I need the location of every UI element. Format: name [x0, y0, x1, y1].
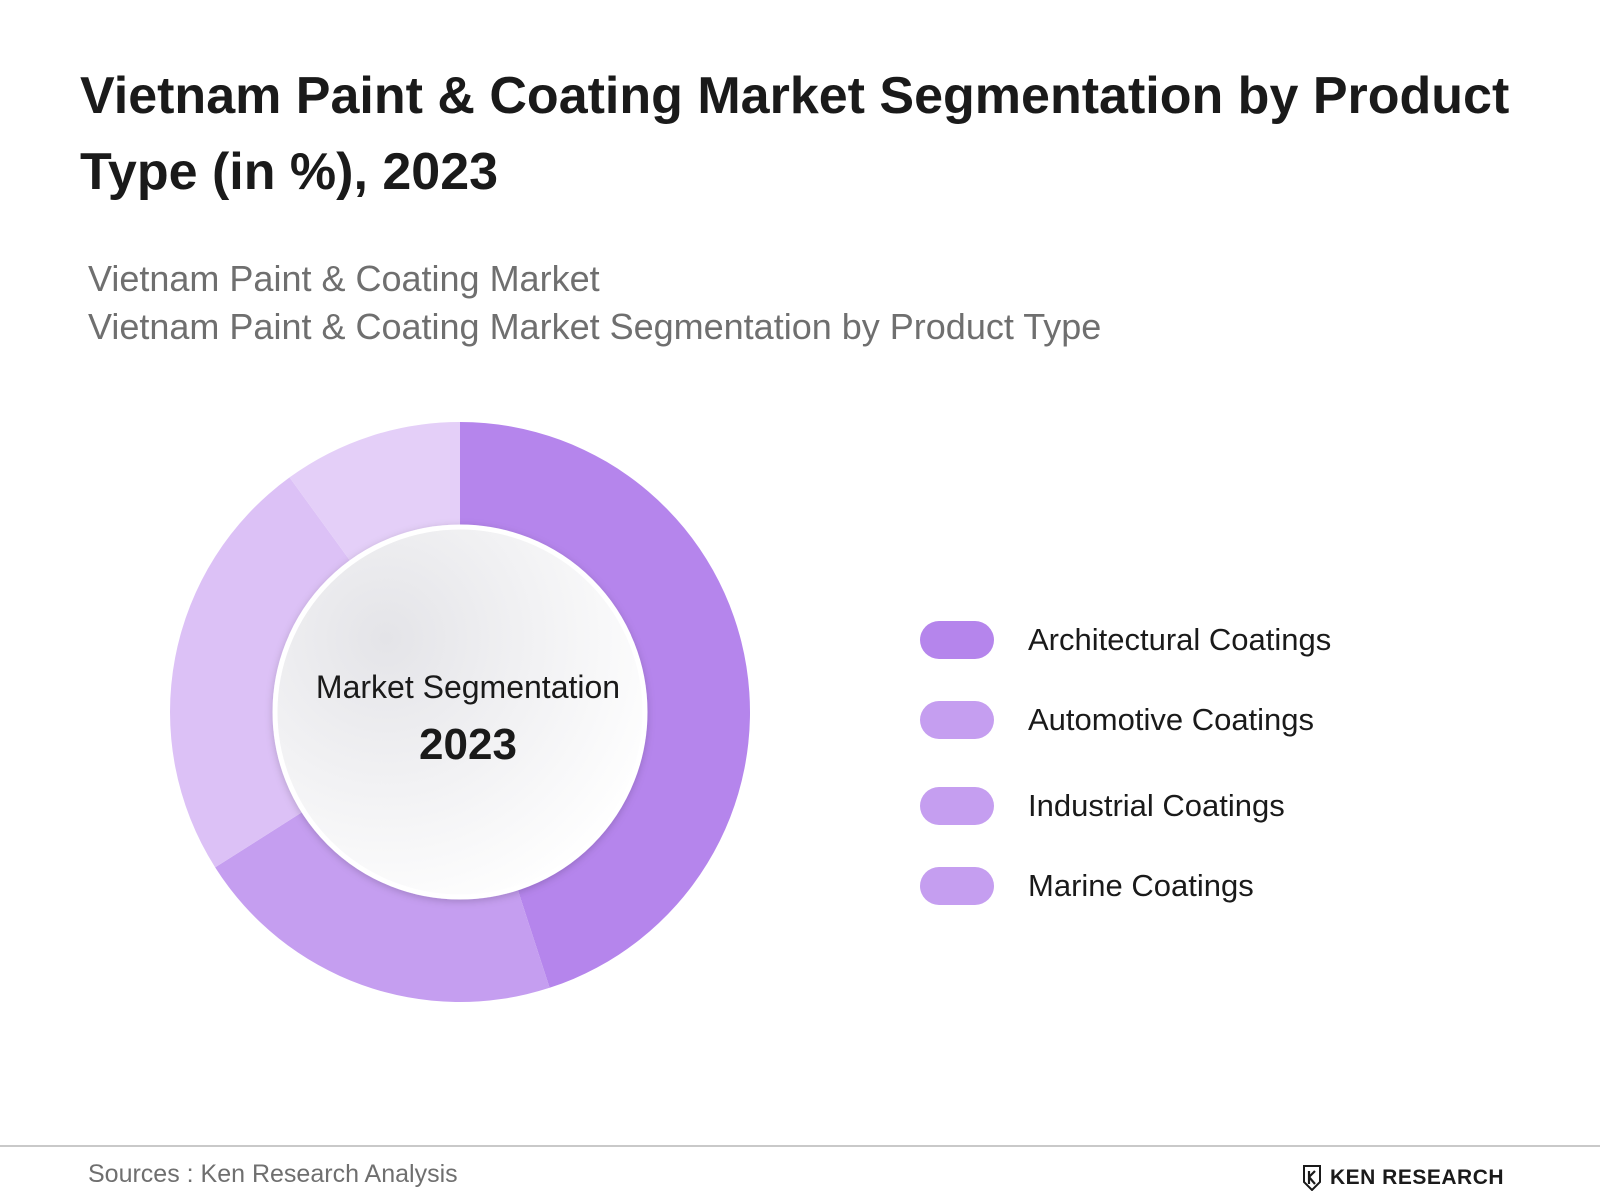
legend-item: Architectural Coatings	[920, 620, 1480, 660]
legend-item: Industrial Coatings	[920, 786, 1480, 826]
legend-swatch	[920, 621, 994, 659]
source-note: Sources : Ken Research Analysis	[88, 1160, 458, 1188]
center-caption: Market Segmentation	[315, 669, 621, 705]
subtitle-line: Vietnam Paint & Coating Market	[88, 258, 600, 299]
legend-swatch	[920, 787, 994, 825]
footer-divider	[0, 1145, 1600, 1147]
subtitle-line: Vietnam Paint & Coating Market Segmentat…	[88, 306, 1102, 347]
donut-slice-marine-coatings	[289, 422, 460, 562]
brand-name: KEN RESEARCH	[1330, 1166, 1505, 1189]
legend-item: Marine Coatings	[920, 866, 1480, 906]
chart-title: Vietnam Paint & Coating Market Segmentat…	[80, 67, 1510, 201]
legend-label: Industrial Coatings	[1028, 788, 1285, 823]
legend-label: Marine Coatings	[1028, 868, 1254, 903]
legend-swatch	[920, 867, 994, 905]
ken-research-logo-icon	[1303, 1165, 1321, 1191]
donut-slice-industrial-coatings	[169, 477, 351, 868]
donut-hub	[272, 524, 648, 900]
legend-swatch	[920, 701, 994, 739]
donut-slices	[169, 422, 750, 1002]
legend-label: Automotive Coatings	[1028, 702, 1315, 737]
donut-center-label: Market Segmentation 2023	[283, 536, 653, 906]
donut-slice-automotive-coatings	[215, 811, 550, 1002]
donut-slice-architectural-coatings	[460, 422, 750, 988]
center-year: 2023	[419, 720, 517, 769]
donut-chart	[169, 422, 750, 1002]
legend-label: Architectural Coatings	[1028, 622, 1332, 657]
brand-logo: KEN RESEARCH	[1302, 1165, 1504, 1191]
legend-item: Automotive Coatings	[920, 700, 1480, 740]
chart-subtitle: Vietnam Paint & Coating Market Vietnam P…	[88, 255, 1101, 351]
